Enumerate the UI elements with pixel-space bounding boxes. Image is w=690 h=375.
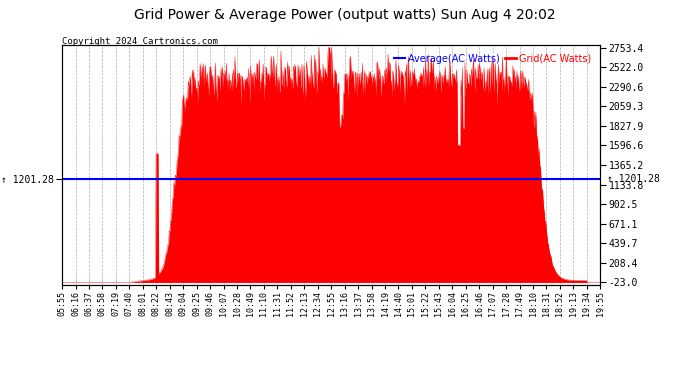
Legend: Average(AC Watts), Grid(AC Watts): Average(AC Watts), Grid(AC Watts) [390, 50, 595, 68]
Text: ↑ 1201.28: ↑ 1201.28 [607, 174, 660, 184]
Text: Copyright 2024 Cartronics.com: Copyright 2024 Cartronics.com [62, 38, 218, 46]
Text: Grid Power & Average Power (output watts) Sun Aug 4 20:02: Grid Power & Average Power (output watts… [134, 8, 556, 21]
